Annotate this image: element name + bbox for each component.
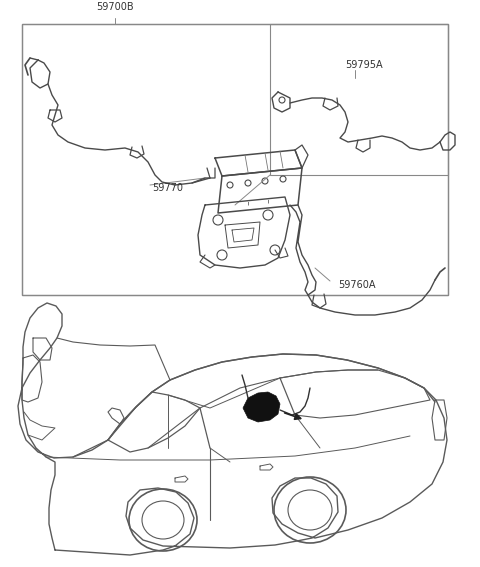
Bar [22,24,448,295]
Polygon shape [243,392,280,422]
Text: 59795A: 59795A [345,60,383,70]
Text: 59770: 59770 [152,183,183,193]
Text: 59700B: 59700B [96,2,134,12]
Text: 59760A: 59760A [338,280,375,290]
